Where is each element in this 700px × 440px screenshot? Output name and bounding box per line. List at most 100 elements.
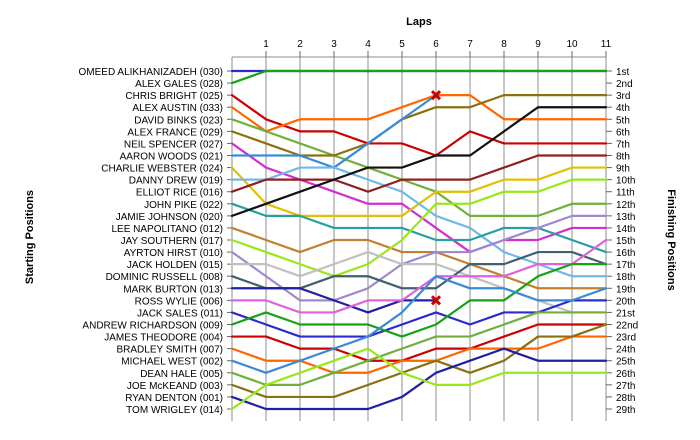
start-position-label: DANNY DREW (019) xyxy=(129,176,223,187)
driver-line xyxy=(230,335,608,374)
start-position-label: AARON WOODS (021) xyxy=(120,152,223,163)
driver-line xyxy=(230,118,608,217)
start-position-label: JACK HOLDEN (015) xyxy=(127,260,223,271)
driver-line xyxy=(230,347,608,411)
lap-tick-label: 3 xyxy=(331,39,337,50)
dnf-marker-stroke xyxy=(430,90,442,101)
driver-line xyxy=(230,106,608,217)
finish-position-label: 11th xyxy=(616,188,635,199)
driver-line xyxy=(230,250,608,314)
start-position-label: MARK BURTON (013) xyxy=(123,284,223,295)
driver-line xyxy=(230,142,608,254)
driver-line xyxy=(230,238,608,314)
start-position-label: OMEED ALIKHANIZADEH (030) xyxy=(79,67,223,78)
dnf-marker xyxy=(430,295,442,306)
start-position-label: CHRIS BRIGHT (025) xyxy=(125,91,223,102)
driver-line xyxy=(230,69,608,85)
finish-position-label: 13th xyxy=(616,212,635,223)
start-position-label: LEE NAPOLITANO (012) xyxy=(111,224,223,235)
left-axis-title: Starting Positions xyxy=(24,190,36,284)
finish-position-label: 7th xyxy=(616,139,630,150)
start-position-label: CHARLIE WEBSTER (024) xyxy=(101,164,223,175)
finish-position-label: 12th xyxy=(616,200,635,211)
lap-tick-label: 7 xyxy=(467,39,473,50)
lap-tick-label: 9 xyxy=(535,39,541,50)
dnf-marker xyxy=(430,90,442,101)
lap-tick-label: 1 xyxy=(263,39,269,50)
finish-position-label: 5th xyxy=(616,115,630,126)
start-position-label: BRADLEY SMITH (007) xyxy=(116,345,223,356)
start-position-label: DOMINIC RUSSELL (008) xyxy=(106,272,223,283)
driver-line xyxy=(230,94,608,157)
driver-line xyxy=(230,94,608,157)
start-position-label: JACK SALES (011) xyxy=(137,308,223,319)
finish-position-label: 15th xyxy=(616,236,635,247)
driver-line xyxy=(230,166,608,278)
start-position-label: DEAN HALE (005) xyxy=(140,369,223,380)
driver-line xyxy=(230,263,608,338)
driver-line xyxy=(230,311,608,386)
finish-position-label: 10th xyxy=(616,176,635,187)
lap-tick-label: 8 xyxy=(501,39,507,50)
finish-position-label: 25th xyxy=(616,357,635,368)
finish-position-label: 14th xyxy=(616,224,635,235)
driver-line xyxy=(230,154,608,193)
start-position-label: JOE McKEAND (003) xyxy=(127,381,223,392)
finish-position-label: 19th xyxy=(616,284,635,295)
start-position-label: JAMIE JOHNSON (020) xyxy=(116,212,223,223)
driver-line xyxy=(230,202,608,254)
finish-position-label: 23rd xyxy=(616,333,636,344)
start-position-label: RYAN DENTON (001) xyxy=(125,393,223,404)
start-position-label: JAY SOUTHERN (017) xyxy=(121,236,223,247)
driver-line xyxy=(230,347,608,411)
start-position-label: DAVID BINKS (023) xyxy=(134,115,223,126)
finish-position-label: 20th xyxy=(616,296,635,307)
finish-position-label: 17th xyxy=(616,260,635,271)
start-position-label: NEIL SPENCER (027) xyxy=(124,139,223,150)
lap-tick-label: 6 xyxy=(433,39,439,50)
finish-position-label: 6th xyxy=(616,127,630,138)
finish-position-label: 1st xyxy=(616,67,630,78)
finish-position-label: 8th xyxy=(616,152,630,163)
driver-line xyxy=(230,323,608,399)
start-position-label: JOHN PIKE (022) xyxy=(144,200,223,211)
driver-line xyxy=(230,226,608,290)
dnf-marker-stroke xyxy=(430,295,442,306)
finish-position-label: 24th xyxy=(616,345,635,356)
start-position-label: TOM WRIGLEY (014) xyxy=(126,405,223,416)
start-position-label: MICHAEL WEST (002) xyxy=(121,357,223,368)
finish-position-label: 3rd xyxy=(616,91,630,102)
start-position-label: JAMES THEODORE (004) xyxy=(104,333,223,344)
series xyxy=(230,69,608,411)
finish-position-label: 27th xyxy=(616,381,635,392)
labels: OMEED ALIKHANIZADEH (030)ALEX GALES (028… xyxy=(79,39,639,416)
lap-tick-label: 10 xyxy=(566,39,578,50)
finish-position-label: 16th xyxy=(616,248,635,259)
finish-position-label: 4th xyxy=(616,103,630,114)
driver-line xyxy=(230,275,608,374)
finish-position-label: 22nd xyxy=(616,321,638,332)
right-axis-title: Finishing Positions xyxy=(665,189,677,290)
start-position-label: AYRTON HIRST (010) xyxy=(124,248,223,259)
lap-tick-label: 11 xyxy=(601,39,612,50)
start-position-label: ROSS WYLIE (006) xyxy=(135,296,223,307)
x-axis-title: Laps xyxy=(406,16,432,28)
finish-position-label: 2nd xyxy=(616,79,633,90)
lap-tick-label: 5 xyxy=(399,39,405,50)
lap-tick-label: 4 xyxy=(365,39,371,50)
start-position-label: ELLIOT RICE (016) xyxy=(136,188,223,199)
driver-line xyxy=(230,178,608,278)
driver-line xyxy=(230,323,608,362)
finish-position-label: 21st xyxy=(616,308,635,319)
start-position-label: ALEX AUSTIN (033) xyxy=(132,103,223,114)
driver-line xyxy=(230,214,608,302)
start-position-label: ALEX GALES (028) xyxy=(135,79,223,90)
driver-line xyxy=(230,94,608,133)
start-position-label: ANDREW RICHARDSON (009) xyxy=(82,321,223,332)
lap-tick-label: 2 xyxy=(297,39,303,50)
finish-position-label: 29th xyxy=(616,405,635,416)
start-position-label: ALEX FRANCE (029) xyxy=(127,127,223,138)
